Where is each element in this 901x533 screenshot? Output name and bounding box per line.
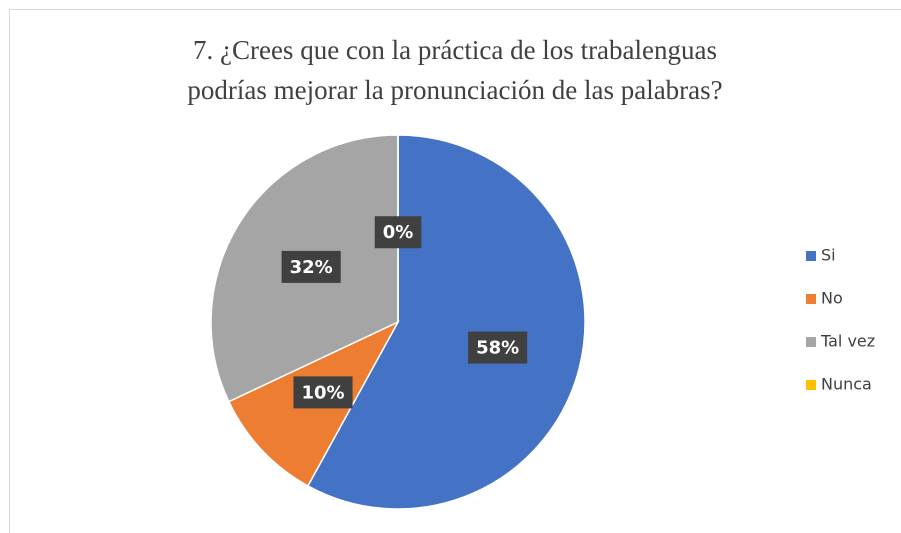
data-label: 58% [476,338,519,359]
data-label-box [293,376,353,409]
legend-label: No [821,289,843,308]
legend-label: Tal vez [820,332,875,351]
legend-swatch [806,337,816,347]
chart-border [9,9,901,533]
data-label-box [374,216,422,249]
data-label: 0% [383,222,414,243]
legend-label: Si [821,246,836,265]
data-label: 32% [290,257,333,278]
data-label: 10% [301,382,344,403]
legend-swatch [806,294,816,304]
legend-swatch [806,380,816,390]
data-label-box [468,331,528,364]
legend-swatch [806,251,816,261]
legend-label: Nunca [821,375,872,394]
chart-title: 7. ¿Crees que con la práctica de los tra… [187,35,723,105]
data-label-box [281,250,341,283]
pie-slice [306,134,586,510]
